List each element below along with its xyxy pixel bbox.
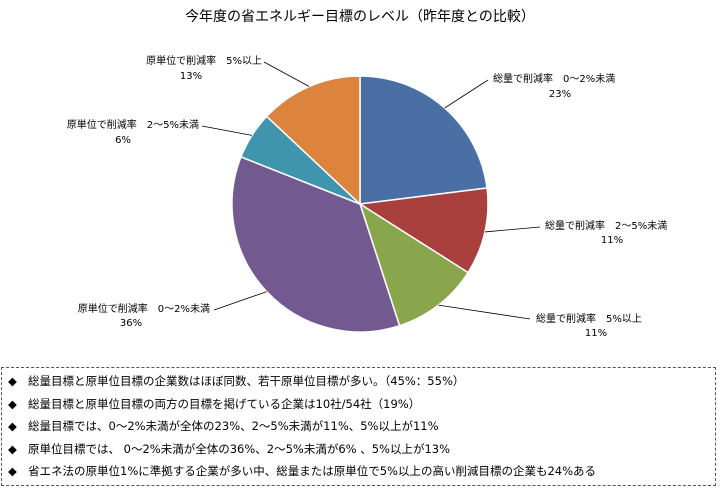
leader-line — [213, 291, 267, 311]
leader-line — [444, 79, 489, 109]
note-text-2: 総量目標と原単位目標の両方の目標を掲げている企業は10社/54社（19%） — [28, 396, 421, 411]
diamond-bullet-icon: ◆ — [8, 396, 17, 411]
note-item-3: ◆ 総量目標では、0～2%未満が全体の23%、2～5%未満が11%、5%以上が11… — [8, 415, 709, 438]
slice-percent-label: 11% — [601, 235, 623, 246]
slice-label: 総量で削減率 2～5%未満 — [545, 219, 667, 232]
pie-slice — [359, 75, 488, 205]
leader-line — [263, 61, 310, 87]
slice-percent-label: 36% — [120, 318, 142, 329]
slice-label: 原単位で削減率 2～5%未満 — [67, 118, 199, 131]
pie-slice — [358, 202, 470, 327]
pie-slice — [357, 187, 489, 274]
slice-label: 原単位で削減率 0～2%未満 — [78, 302, 210, 315]
chart-title: 今年度の省エネルギー目標のレベル（昨年度との比較） — [185, 9, 535, 25]
slice-percent-label: 11% — [585, 328, 607, 339]
note-item-5: ◆ 省エネ法の原単位1%に準拠する企業が多い中、総量または原単位で5%以上の高い削… — [8, 460, 709, 483]
slice-label: 総量で削減率 0～2%未満 — [493, 72, 615, 85]
diamond-bullet-icon: ◆ — [8, 374, 17, 388]
slice-percent-label: 23% — [549, 89, 571, 100]
note-item-1: ◆ 総量目標と原単位目標の企業数はほぼ同数、若干原単位目標が多い。（45%：55%… — [8, 370, 709, 393]
note-item-2: ◆ 総量目標と原単位目標の両方の目標を掲げている企業は10社/54社（19%） — [8, 393, 709, 416]
slice-label: 総量で削減率 5%以上 — [536, 312, 642, 325]
pie-slice — [231, 155, 401, 333]
diamond-bullet-icon: ◆ — [8, 419, 17, 433]
note-text-4: 原単位目標では、 0～2%未満が全体の36%、2～5%未満が6% 、5%以上が1… — [28, 441, 451, 456]
diamond-bullet-icon: ◆ — [8, 464, 17, 478]
leader-line — [484, 226, 541, 233]
summary-notes-box: ◆ 総量目標と原単位目標の企業数はほぼ同数、若干原単位目標が多い。（45%：55%… — [1, 367, 716, 486]
leader-line — [438, 304, 531, 320]
note-text-3: 総量目標では、0～2%未満が全体の23%、2～5%未満が11%、5%以上が11% — [28, 419, 439, 433]
diamond-bullet-icon: ◆ — [8, 441, 17, 456]
slice-percent-label: 6% — [115, 135, 131, 146]
leader-line — [201, 125, 253, 136]
pie-chart: 今年度の省エネルギー目標のレベル（昨年度との比較） 総量で削減率 0～2%未満 2… — [67, 9, 667, 339]
note-item-4: ◆ 原単位目標では、 0～2%未満が全体の36%、2～5%未満が6% 、5%以上が… — [8, 438, 709, 461]
note-text-5: 省エネ法の原単位1%に準拠する企業が多い中、総量または原単位で5%以上の高い削減… — [28, 464, 597, 478]
slice-label: 原単位で削減率 5%以上 — [146, 54, 262, 67]
slice-percent-label: 13% — [180, 71, 202, 82]
note-text-1: 総量目標と原単位目標の企業数はほぼ同数、若干原単位目標が多い。（45%：55%） — [28, 374, 465, 388]
